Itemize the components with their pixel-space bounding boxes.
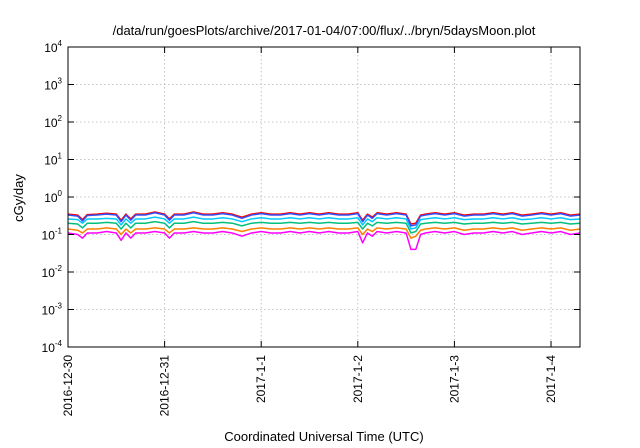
y-tick-label: 100 bbox=[44, 189, 62, 205]
y-tick-label: 104 bbox=[44, 39, 62, 55]
y-axis-label: cGy/day bbox=[11, 174, 26, 222]
y-tick-label: 10-4 bbox=[42, 339, 63, 355]
y-tick-label: 10-3 bbox=[42, 302, 63, 318]
x-tick-label: 2017-1-3 bbox=[447, 355, 461, 403]
chart-title: /data/run/goesPlots/archive/2017-01-04/0… bbox=[113, 23, 536, 38]
grid bbox=[68, 47, 580, 347]
y-tick-label: 10-1 bbox=[42, 227, 63, 243]
y-axis-ticks: 10-4 10-3 10-2 10-1 100 101 102 103 104 bbox=[42, 39, 580, 355]
x-tick-label: 2017-1-4 bbox=[544, 355, 558, 403]
y-tick-label: 102 bbox=[44, 114, 62, 130]
x-tick-label: 2017-1-1 bbox=[254, 355, 268, 403]
y-tick-label: 103 bbox=[44, 77, 62, 93]
series-lines bbox=[68, 212, 580, 250]
y-tick-label: 101 bbox=[44, 152, 62, 168]
series-line-3 bbox=[68, 222, 580, 233]
x-tick-label: 2016-12-30 bbox=[61, 355, 75, 417]
x-tick-label: 2016-12-31 bbox=[158, 355, 172, 417]
x-tick-label: 2017-1-2 bbox=[351, 355, 365, 403]
y-tick-label: 10-2 bbox=[42, 264, 63, 280]
x-axis-label: Coordinated Universal Time (UTC) bbox=[224, 429, 423, 444]
